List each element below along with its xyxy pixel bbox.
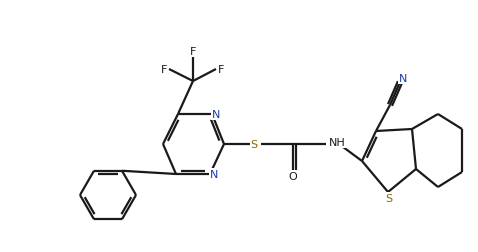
Text: O: O — [289, 171, 297, 181]
Text: S: S — [250, 139, 258, 149]
Text: F: F — [161, 65, 167, 75]
Text: NH: NH — [329, 137, 346, 147]
Text: N: N — [399, 74, 407, 84]
Text: N: N — [210, 169, 218, 179]
Text: F: F — [218, 65, 224, 75]
Text: S: S — [385, 193, 392, 203]
Text: F: F — [190, 47, 196, 57]
Text: N: N — [212, 110, 220, 119]
